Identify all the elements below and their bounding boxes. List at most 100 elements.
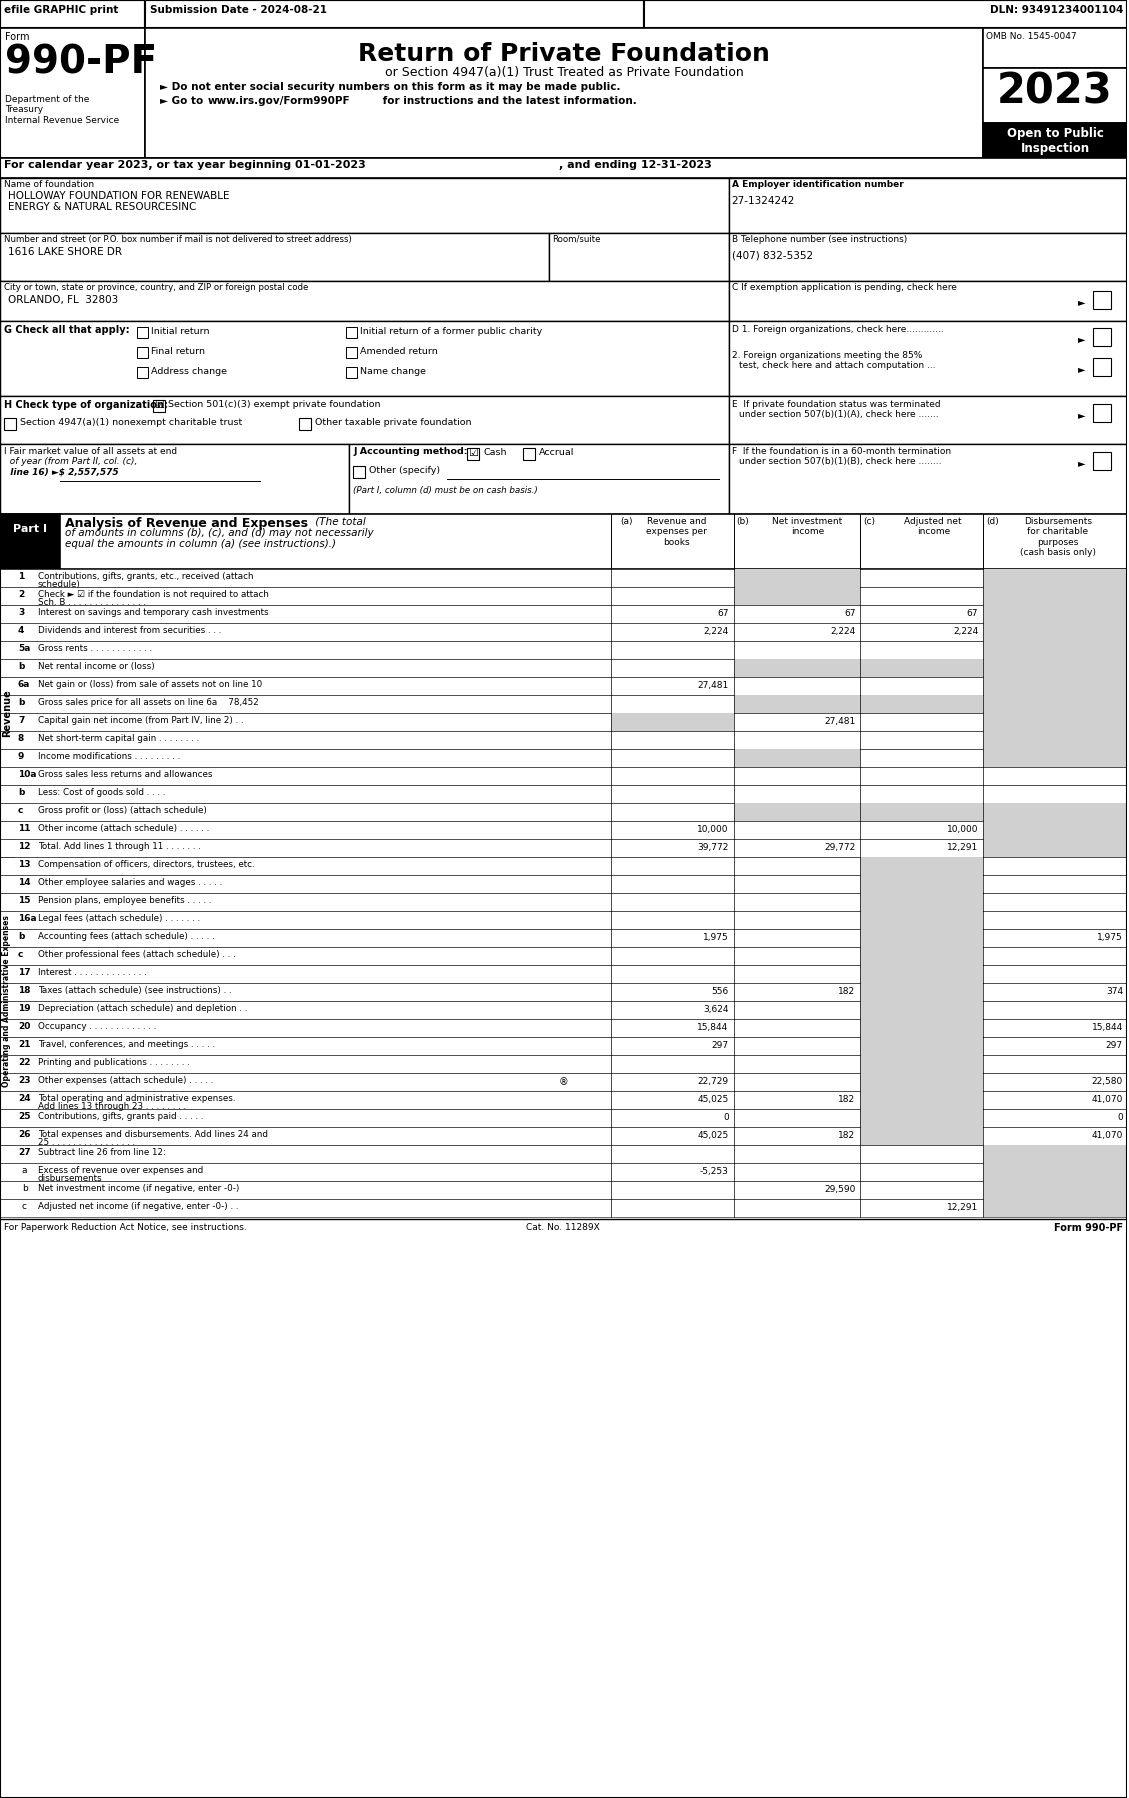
Text: Address change: Address change — [151, 367, 227, 376]
Text: 3: 3 — [18, 608, 24, 617]
Text: 41,070: 41,070 — [1092, 1095, 1123, 1104]
Text: Total expenses and disbursements. Add lines 24 and: Total expenses and disbursements. Add li… — [38, 1129, 268, 1138]
Text: ORLANDO, FL  32803: ORLANDO, FL 32803 — [8, 295, 119, 306]
Text: Adjusted net
income: Adjusted net income — [904, 518, 962, 536]
Text: Net short-term capital gain . . . . . . . .: Net short-term capital gain . . . . . . … — [38, 734, 199, 743]
Text: Gross sales less returns and allowances: Gross sales less returns and allowances — [38, 770, 212, 779]
Bar — [0, 1091, 1127, 1109]
Bar — [0, 804, 1127, 822]
Text: 39,772: 39,772 — [698, 843, 728, 852]
Text: 2: 2 — [18, 590, 24, 599]
Bar — [860, 1091, 983, 1109]
Text: 22: 22 — [18, 1057, 30, 1066]
Text: 29,590: 29,590 — [824, 1185, 856, 1194]
Bar — [860, 966, 983, 984]
Text: Contributions, gifts, grants, etc., received (attach: Contributions, gifts, grants, etc., rece… — [38, 572, 253, 581]
Bar — [1093, 291, 1111, 309]
Text: 12,291: 12,291 — [947, 1203, 978, 1212]
Text: b: b — [18, 662, 25, 671]
Text: Other income (attach schedule) . . . . . .: Other income (attach schedule) . . . . .… — [38, 823, 209, 832]
Bar — [728, 396, 1127, 444]
Text: HOLLOWAY FOUNDATION FOR RENEWABLE: HOLLOWAY FOUNDATION FOR RENEWABLE — [8, 191, 229, 201]
Text: , and ending 12-31-2023: , and ending 12-31-2023 — [559, 160, 711, 171]
Bar — [0, 822, 1127, 840]
Text: 10,000: 10,000 — [947, 825, 978, 834]
Text: b: b — [21, 1185, 28, 1194]
Text: ► Go to: ► Go to — [159, 95, 207, 106]
Bar — [353, 466, 366, 478]
Text: For calendar year 2023, or tax year beginning 01-01-2023: For calendar year 2023, or tax year begi… — [5, 160, 366, 171]
Text: Capital gain net income (from Part IV, line 2) . .: Capital gain net income (from Part IV, l… — [38, 716, 244, 725]
Text: of year (from Part II, col. (c),: of year (from Part II, col. (c), — [5, 457, 138, 466]
Text: (d): (d) — [987, 518, 999, 527]
Text: Disbursements
for charitable
purposes
(cash basis only): Disbursements for charitable purposes (c… — [1021, 518, 1096, 557]
Text: 27,481: 27,481 — [698, 681, 728, 690]
Bar — [0, 568, 1127, 586]
Bar — [983, 642, 1127, 660]
Text: 12: 12 — [18, 841, 30, 850]
Text: 27-1324242: 27-1324242 — [732, 196, 795, 207]
Bar — [983, 622, 1127, 642]
Text: Income modifications . . . . . . . . .: Income modifications . . . . . . . . . — [38, 752, 181, 761]
Bar — [0, 858, 1127, 876]
Text: Net rental income or (loss): Net rental income or (loss) — [38, 662, 155, 671]
Bar — [0, 678, 1127, 696]
Text: Gross rents . . . . . . . . . . . .: Gross rents . . . . . . . . . . . . — [38, 644, 152, 653]
Text: 297: 297 — [1105, 1041, 1123, 1050]
Text: 7: 7 — [18, 716, 25, 725]
Bar — [860, 804, 983, 822]
Text: (407) 832-5352: (407) 832-5352 — [732, 252, 813, 261]
Text: of amounts in columns (b), (c), and (d) may not necessarily: of amounts in columns (b), (c), and (d) … — [64, 529, 374, 538]
Text: 182: 182 — [839, 987, 856, 996]
Text: 14: 14 — [18, 877, 30, 886]
Text: Excess of revenue over expenses and: Excess of revenue over expenses and — [38, 1165, 203, 1176]
Bar — [983, 568, 1127, 586]
Text: efile GRAPHIC print: efile GRAPHIC print — [5, 5, 119, 14]
Bar — [0, 984, 1127, 1001]
Text: equal the amounts in column (a) (see instructions).): equal the amounts in column (a) (see ins… — [64, 539, 336, 548]
Text: Number and street (or P.O. box number if mail is not delivered to street address: Number and street (or P.O. box number if… — [5, 236, 352, 245]
Text: Other employee salaries and wages . . . . .: Other employee salaries and wages . . . … — [38, 877, 222, 886]
Text: 15,844: 15,844 — [1092, 1023, 1123, 1032]
Text: City or town, state or province, country, and ZIP or foreign postal code: City or town, state or province, country… — [5, 282, 308, 291]
Bar — [0, 234, 549, 280]
Text: Net investment income (if negative, enter -0-): Net investment income (if negative, ente… — [38, 1185, 239, 1194]
Text: Accounting fees (attach schedule) . . . . .: Accounting fees (attach schedule) . . . … — [38, 931, 215, 940]
Text: F  If the foundation is in a 60-month termination: F If the foundation is in a 60-month ter… — [732, 448, 951, 457]
Text: Department of the
Treasury
Internal Revenue Service: Department of the Treasury Internal Reve… — [5, 95, 120, 124]
Bar — [860, 1001, 983, 1019]
Bar — [0, 714, 1127, 732]
Text: Sch. B . . . . . . . . . . . . . . .: Sch. B . . . . . . . . . . . . . . . — [38, 599, 146, 608]
Bar — [0, 1109, 1127, 1127]
Text: D 1. Foreign organizations, check here.............: D 1. Foreign organizations, check here..… — [732, 325, 944, 334]
Text: Name change: Name change — [360, 367, 427, 376]
Bar — [0, 444, 349, 514]
Text: ► Do not enter social security numbers on this form as it may be made public.: ► Do not enter social security numbers o… — [159, 83, 620, 92]
Text: 18: 18 — [18, 985, 30, 994]
Text: 22,580: 22,580 — [1092, 1077, 1123, 1086]
Text: schedule): schedule) — [38, 581, 81, 590]
Bar — [0, 858, 14, 1145]
Bar — [0, 894, 1127, 912]
Text: A Employer identification number: A Employer identification number — [732, 180, 903, 189]
Text: Add lines 13 through 23 . . . . . . . .: Add lines 13 through 23 . . . . . . . . — [38, 1102, 186, 1111]
Bar — [734, 750, 860, 768]
Bar — [0, 876, 1127, 894]
Text: for instructions and the latest information.: for instructions and the latest informat… — [379, 95, 637, 106]
Bar — [0, 786, 1127, 804]
Text: Section 4947(a)(1) nonexempt charitable trust: Section 4947(a)(1) nonexempt charitable … — [20, 417, 243, 426]
Bar — [0, 930, 1127, 948]
Bar — [0, 586, 1127, 604]
Bar — [0, 966, 1127, 984]
Text: -5,253: -5,253 — [700, 1167, 728, 1176]
Text: 1: 1 — [18, 572, 24, 581]
Text: Revenue: Revenue — [2, 689, 12, 737]
Text: Return of Private Foundation: Return of Private Foundation — [358, 41, 770, 67]
Bar — [0, 396, 728, 444]
Bar — [983, 822, 1127, 840]
Bar — [983, 604, 1127, 622]
Text: or Section 4947(a)(1) Trust Treated as Private Foundation: or Section 4947(a)(1) Trust Treated as P… — [385, 67, 743, 79]
Text: 22,729: 22,729 — [698, 1077, 728, 1086]
Bar — [611, 714, 734, 732]
Bar — [347, 367, 358, 378]
